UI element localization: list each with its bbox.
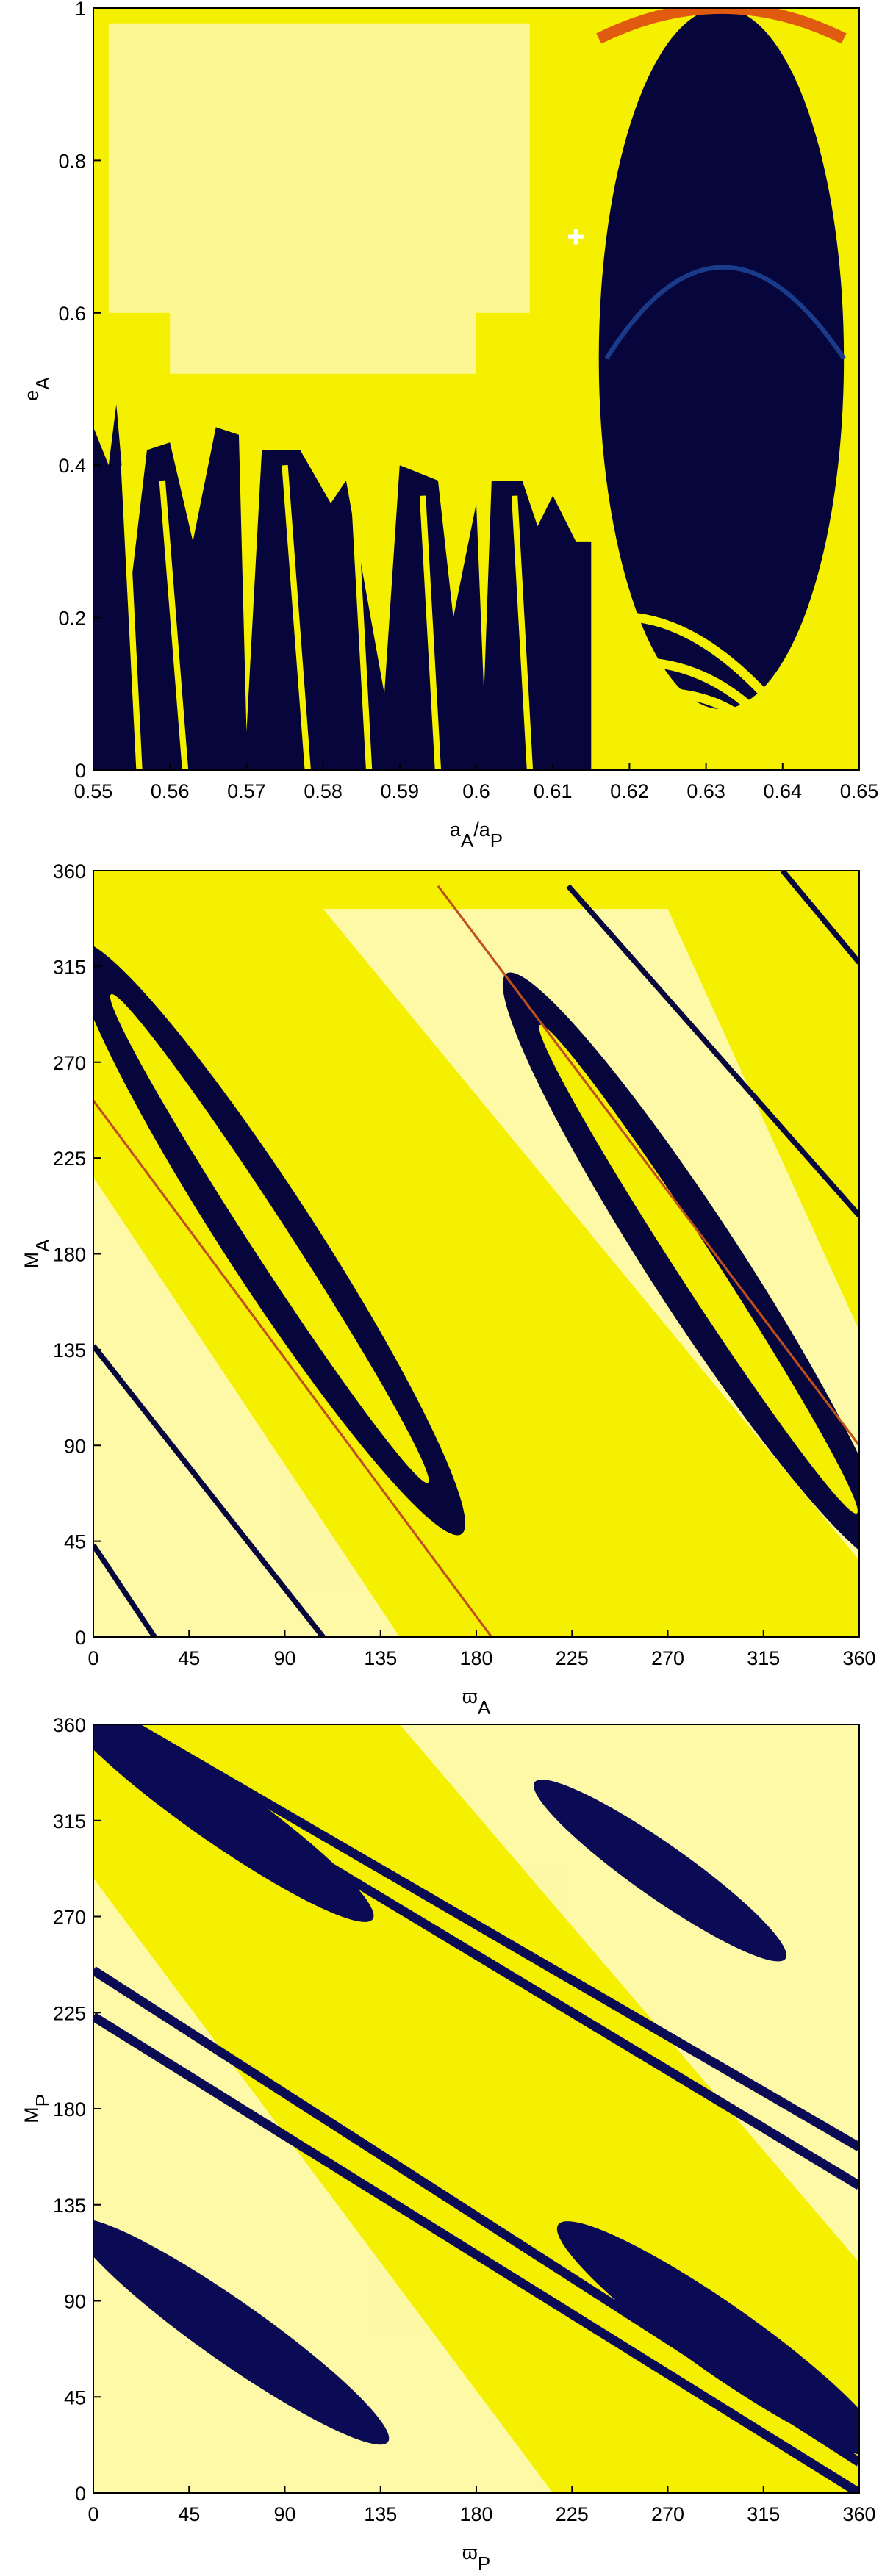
label-part: /a [473, 819, 491, 841]
y-tick-label: 270 [53, 1907, 86, 1929]
x-tick-label: 0.63 [686, 780, 725, 802]
x-tick-label: 90 [273, 1647, 295, 1669]
x-tick-label: 0 [87, 1647, 98, 1669]
y-axis-label: MA [21, 1239, 54, 1269]
y-tick-label: 135 [53, 1339, 86, 1361]
y-axis-label: MP [21, 2094, 54, 2123]
label-part: ϖ [462, 1685, 478, 1708]
label-part: A [32, 1239, 54, 1252]
y-tick-label: 0 [75, 2483, 86, 2505]
label-part: P [478, 2552, 490, 2572]
label-part: a [450, 819, 462, 841]
y-tick-label: 180 [53, 2098, 86, 2120]
label-part: M [21, 1252, 43, 1269]
y-tick-label: 45 [64, 1531, 86, 1553]
x-tick-label: 135 [364, 2503, 397, 2525]
label-part: A [32, 377, 54, 390]
x-tick-label: 0.64 [764, 780, 803, 802]
x-tick-label: 0.59 [381, 780, 420, 802]
x-tick-label: 180 [459, 2503, 492, 2525]
y-axis-label: eA [21, 377, 54, 401]
y-tick-label: 270 [53, 1052, 86, 1074]
stability-map [93, 871, 859, 1637]
x-tick-label: 315 [747, 2503, 780, 2525]
x-tick-label: 225 [556, 2503, 589, 2525]
y-tick-label: 0.8 [58, 150, 86, 172]
x-tick-label: 0.57 [227, 780, 266, 802]
y-tick-label: 0.2 [58, 608, 86, 630]
y-tick-label: 135 [53, 2195, 86, 2217]
y-tick-label: 0 [75, 1627, 86, 1649]
x-tick-label: 135 [364, 1647, 397, 1669]
y-tick-label: 315 [53, 956, 86, 978]
x-tick-label: 315 [747, 1647, 780, 1669]
y-tick-label: 360 [53, 1714, 86, 1736]
x-tick-label: 180 [459, 1647, 492, 1669]
label-part: A [478, 1697, 491, 1719]
x-tick-label: 45 [178, 2503, 200, 2525]
label-part: M [21, 2107, 43, 2123]
y-tick-label: 180 [53, 1244, 86, 1266]
label-part: P [490, 830, 503, 852]
x-tick-label: 360 [842, 2503, 875, 2525]
x-tick-label: 45 [178, 1647, 200, 1669]
x-axis-label: aA/aP [450, 819, 503, 852]
x-tick-label: 0 [87, 2503, 98, 2525]
stability-map [93, 8, 859, 770]
x-tick-label: 0.62 [610, 780, 649, 802]
label-part: P [32, 2094, 54, 2107]
stability-map [93, 1724, 859, 2493]
x-axis-label: ϖP [462, 2541, 490, 2572]
x-tick-label: 0.58 [304, 780, 343, 802]
y-tick-label: 0.6 [58, 303, 86, 325]
y-tick-label: 360 [53, 860, 86, 882]
x-tick-label: 0.55 [74, 780, 113, 802]
x-tick-label: 90 [273, 2503, 295, 2525]
y-tick-label: 0 [75, 760, 86, 782]
y-tick-label: 225 [53, 1148, 86, 1170]
y-tick-label: 90 [64, 2291, 86, 2313]
x-tick-label: 0.65 [840, 780, 879, 802]
y-tick-label: 1 [75, 0, 86, 20]
label-part: e [21, 390, 43, 401]
x-tick-label: 0.61 [534, 780, 573, 802]
y-tick-label: 90 [64, 1435, 86, 1457]
x-tick-label: 0.6 [462, 780, 490, 802]
x-tick-label: 360 [842, 1647, 875, 1669]
label-part: ϖ [462, 2541, 478, 2564]
x-tick-label: 270 [651, 1647, 684, 1669]
y-tick-label: 45 [64, 2386, 86, 2408]
label-part: A [461, 830, 474, 852]
x-tick-label: 225 [556, 1647, 589, 1669]
x-tick-label: 270 [651, 2503, 684, 2525]
y-tick-label: 225 [53, 2002, 86, 2024]
x-axis-label: ϖA [462, 1685, 491, 1719]
y-tick-label: 0.4 [58, 455, 86, 477]
y-tick-label: 315 [53, 1810, 86, 1832]
x-tick-label: 0.56 [151, 780, 190, 802]
